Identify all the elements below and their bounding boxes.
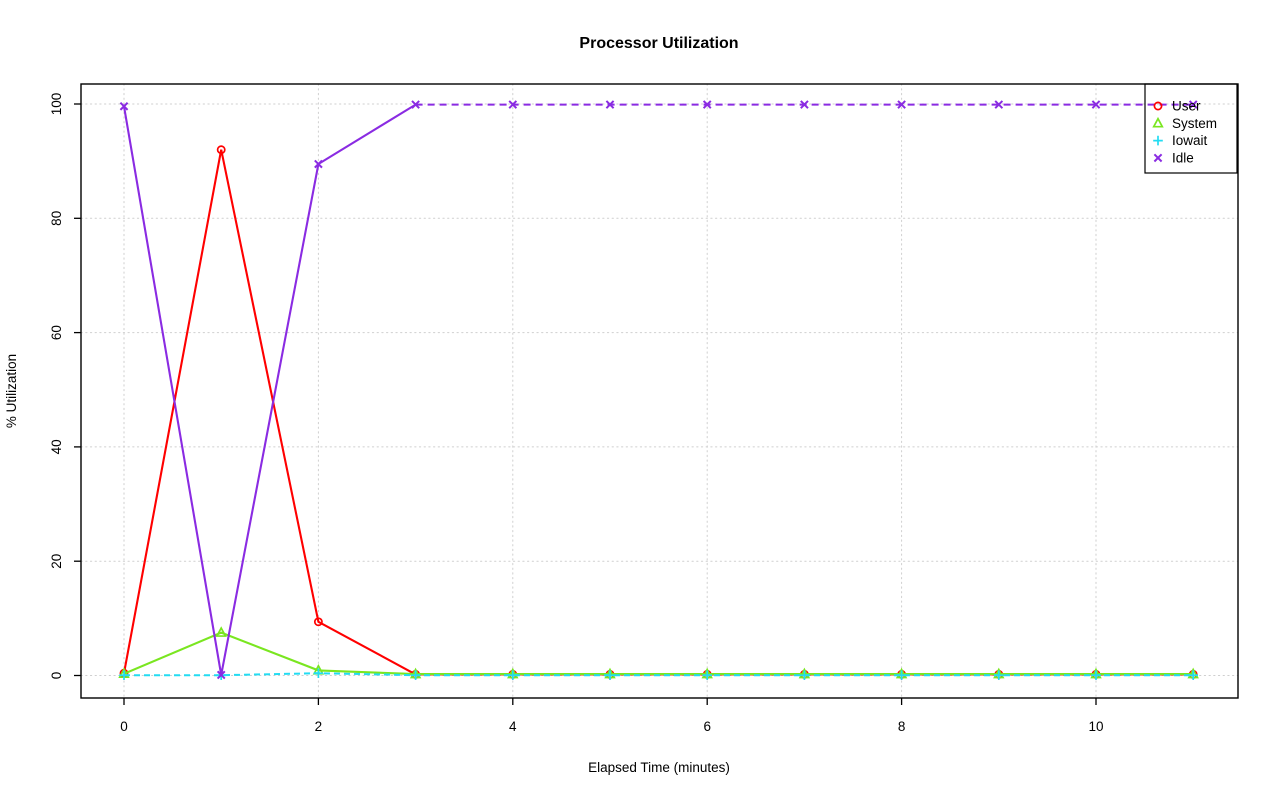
x-tick-label: 6: [703, 719, 711, 734]
legend-circle-icon: [1153, 101, 1163, 111]
legend-label: System: [1172, 116, 1217, 131]
series-line: [122, 149, 1194, 676]
plus-marker: [605, 670, 615, 681]
y-tick-label: 100: [49, 93, 64, 116]
x-tick-label: 10: [1088, 719, 1103, 734]
x-axis-label: Elapsed Time (minutes): [588, 760, 730, 775]
legend-plus-icon: [1153, 135, 1163, 146]
legend-label: User: [1172, 99, 1201, 114]
y-axis-label: % Utilization: [4, 354, 19, 428]
series-user: [119, 145, 1198, 679]
circle-marker: [313, 617, 323, 627]
x-marker: [119, 101, 129, 111]
x-tick-label: 0: [120, 719, 128, 734]
plus-marker: [702, 670, 712, 681]
x-marker: [314, 159, 323, 169]
series-layer: [118, 100, 1199, 681]
chart-title: Processor Utilization: [579, 35, 738, 52]
plus-marker: [1188, 670, 1198, 681]
series-system: [118, 626, 1199, 679]
plus-marker: [313, 668, 324, 679]
legend-label: Iowait: [1172, 133, 1208, 148]
x-marker: [216, 670, 226, 680]
legend-box: [1144, 83, 1238, 174]
x-marker: [1188, 100, 1198, 109]
series-line: [123, 631, 1194, 676]
x-marker: [605, 100, 615, 109]
plus-marker: [410, 670, 421, 681]
x-marker: [702, 100, 712, 109]
plus-marker: [799, 670, 810, 681]
plus-marker: [1091, 670, 1101, 681]
plus-marker: [896, 670, 907, 681]
x-marker: [1091, 100, 1101, 109]
legend-x-icon: [1153, 153, 1163, 163]
x-marker: [411, 100, 420, 109]
plus-marker: [508, 670, 518, 681]
y-tick-label: 0: [49, 672, 64, 680]
x-marker: [994, 100, 1004, 109]
series-line-solid: [122, 103, 417, 676]
plot-border: [80, 83, 1239, 699]
plus-marker: [994, 670, 1004, 681]
series-idle: [119, 100, 1198, 680]
legend: User System Iowait Idle: [1144, 83, 1238, 174]
x-marker: [508, 100, 518, 109]
x-marker: [800, 100, 809, 109]
y-tick-label: 60: [49, 325, 64, 340]
x-tick-label: 2: [315, 719, 323, 734]
grid-layer: [80, 83, 1239, 699]
x-marker: [897, 100, 906, 109]
circle-marker: [216, 145, 226, 155]
x-tick-label: 4: [509, 719, 517, 734]
legend-triangle-icon: [1152, 116, 1164, 128]
series-iowait: [119, 668, 1198, 681]
y-tick-label: 20: [49, 554, 64, 569]
y-tick-label: 80: [49, 211, 64, 226]
y-tick-label: 40: [49, 439, 64, 454]
x-tick-label: 8: [898, 719, 906, 734]
triangle-marker: [215, 626, 227, 637]
series-line: [124, 672, 1194, 677]
legend-label: Idle: [1172, 151, 1194, 166]
plus-marker: [119, 670, 129, 681]
